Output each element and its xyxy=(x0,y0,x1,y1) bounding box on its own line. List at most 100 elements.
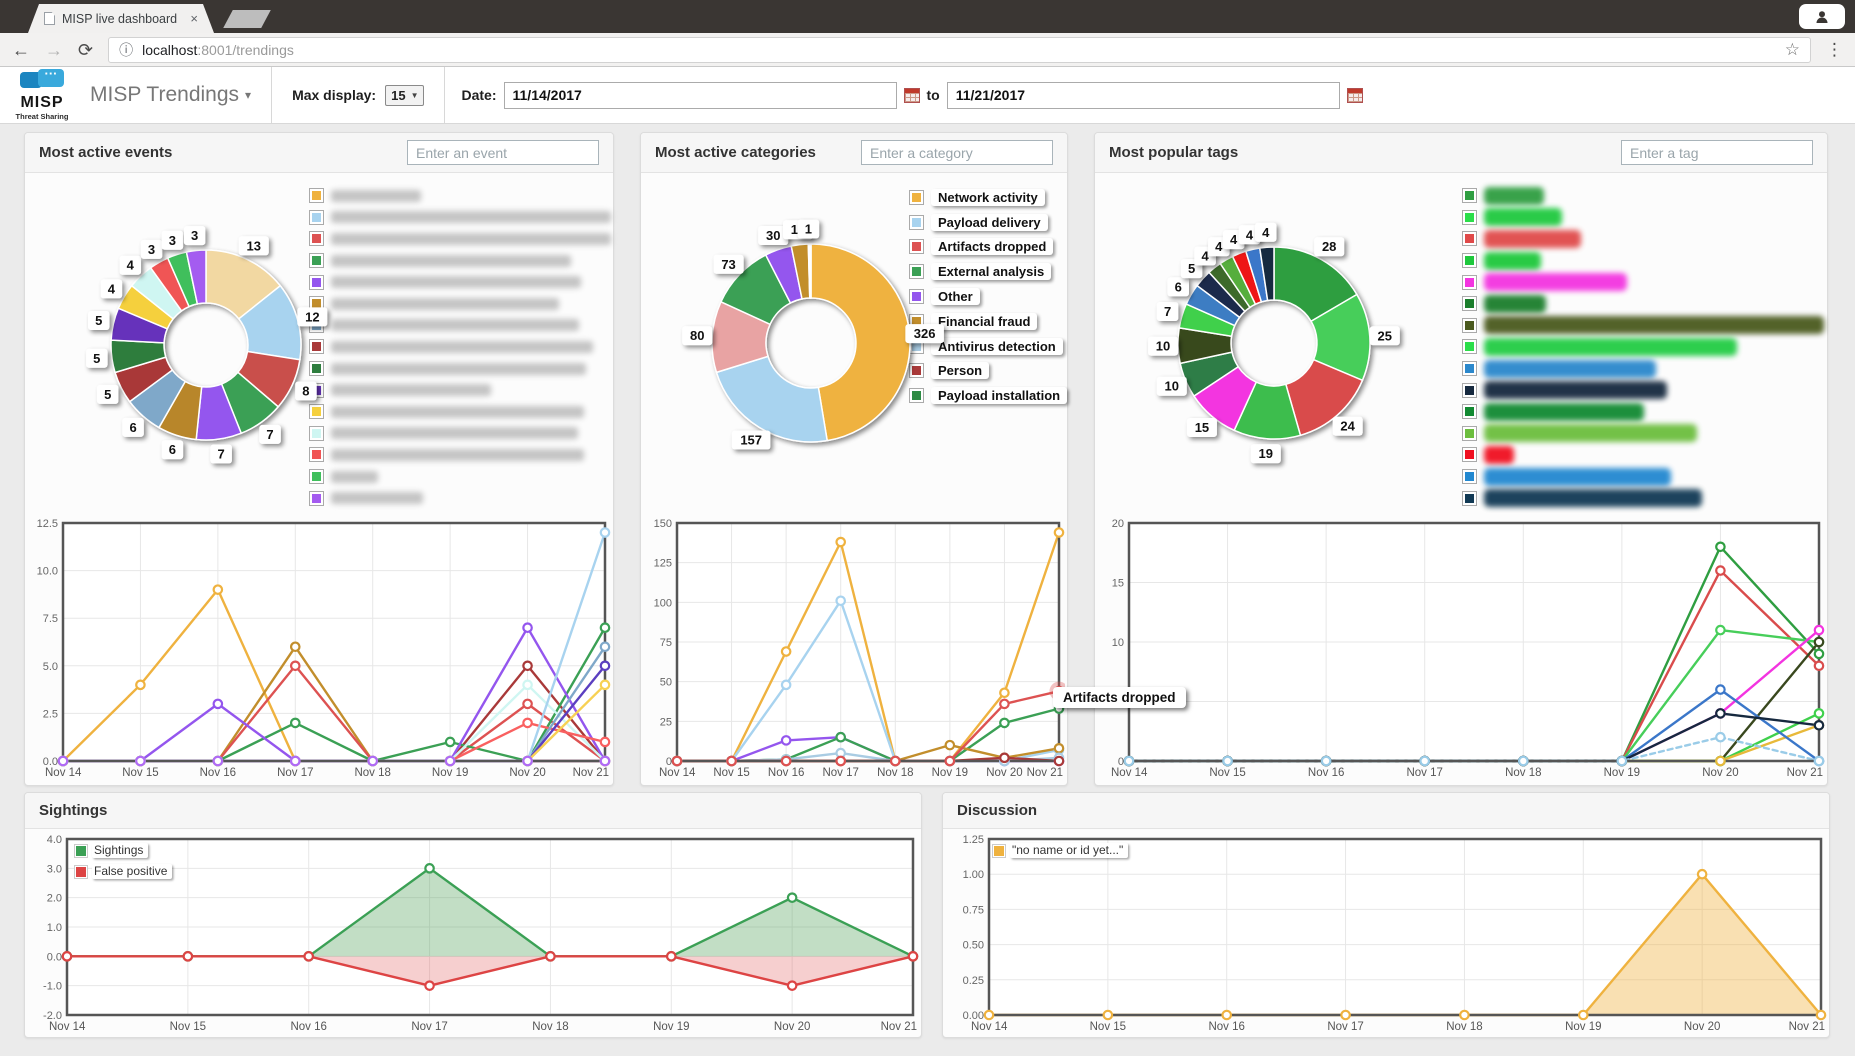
tags-legend-item[interactable] xyxy=(1463,444,1824,466)
category-search-input[interactable] xyxy=(861,140,1053,165)
tags-legend-item[interactable] xyxy=(1463,250,1824,272)
event-search-input[interactable] xyxy=(407,140,599,165)
reload-icon[interactable]: ⟳ xyxy=(78,39,94,60)
categories-legend-item[interactable]: Person xyxy=(910,359,1067,384)
tags-legend-item[interactable] xyxy=(1463,336,1824,358)
tags-legend-item[interactable] xyxy=(1463,358,1824,380)
svg-text:75: 75 xyxy=(660,637,672,649)
chart-legend-item[interactable]: Sightings xyxy=(75,843,172,858)
category-legend-label: Financial fraud xyxy=(931,312,1038,330)
svg-text:Nov 14: Nov 14 xyxy=(1111,767,1148,779)
events-legend-item[interactable] xyxy=(310,271,611,293)
svg-text:7.5: 7.5 xyxy=(43,613,58,625)
events-legend-item[interactable] xyxy=(310,401,611,423)
profile-button[interactable] xyxy=(1799,4,1845,29)
sightings-chart[interactable]: Sightings False positive 4.0 3.0 2.0 1.0 0.0 -… xyxy=(27,831,919,1035)
svg-text:Nov 14: Nov 14 xyxy=(659,767,696,779)
legend-color-swatch xyxy=(993,844,1005,857)
events-line-chart[interactable]: 0.0 2.5 5.0 7.5 10.0 12.5 Nov 14 Nov 15 Nov 16 No… xyxy=(27,515,611,781)
categories-legend-item[interactable]: External analysis xyxy=(910,259,1067,284)
categories-legend-item[interactable]: Antivirus detection xyxy=(910,334,1067,359)
tags-legend-item[interactable] xyxy=(1463,423,1824,445)
max-display-select[interactable]: 15 ▼ xyxy=(385,84,425,106)
events-legend-item[interactable] xyxy=(310,315,611,337)
svg-text:4: 4 xyxy=(1215,239,1223,254)
browser-tab[interactable]: MISP live dashboard × xyxy=(28,4,214,33)
misp-logo[interactable]: ··· MISP Threat Sharing xyxy=(15,66,69,121)
categories-legend-item[interactable]: Payload delivery xyxy=(910,210,1067,235)
tags-legend-item[interactable] xyxy=(1463,207,1824,229)
new-tab-button[interactable] xyxy=(223,10,271,28)
events-legend-item[interactable] xyxy=(310,487,611,509)
tag-search-input[interactable] xyxy=(1621,140,1813,165)
tags-legend-item[interactable] xyxy=(1463,315,1824,337)
tags-legend-item[interactable] xyxy=(1463,293,1824,315)
chart-legend-item[interactable]: "no name or id yet..." xyxy=(993,843,1129,858)
svg-text:1.0: 1.0 xyxy=(47,922,62,934)
events-legend-item[interactable] xyxy=(310,185,611,207)
date-from-input[interactable] xyxy=(503,81,897,109)
svg-text:Nov 15: Nov 15 xyxy=(122,767,158,779)
events-legend-item[interactable] xyxy=(310,207,611,229)
events-legend-item[interactable] xyxy=(310,358,611,380)
legend-color-swatch xyxy=(910,240,923,254)
svg-text:Nov 18: Nov 18 xyxy=(354,767,390,779)
tags-legend-item[interactable] xyxy=(1463,401,1824,423)
categories-legend-item[interactable]: Other xyxy=(910,284,1067,309)
events-legend-item[interactable] xyxy=(310,293,611,315)
blurred-tag-pill xyxy=(1484,359,1656,378)
events-legend-item[interactable] xyxy=(310,444,611,466)
misp-logo-icon: ··· xyxy=(20,67,64,93)
events-legend-item[interactable] xyxy=(310,336,611,358)
person-icon xyxy=(1816,10,1828,23)
events-legend-item[interactable] xyxy=(310,466,611,488)
calendar-icon[interactable] xyxy=(903,87,920,103)
categories-donut-chart[interactable]: 326157807330191 xyxy=(641,173,944,513)
categories-legend-item[interactable]: Artifacts dropped xyxy=(910,235,1067,260)
svg-text:Nov 16: Nov 16 xyxy=(290,1021,326,1033)
svg-text:1.25: 1.25 xyxy=(963,834,984,846)
events-legend xyxy=(310,173,611,513)
app-title-dropdown[interactable]: MISP Trendings xyxy=(90,83,240,106)
tags-legend-item[interactable] xyxy=(1463,271,1824,293)
tab-close-icon[interactable]: × xyxy=(190,11,198,26)
browser-menu-icon[interactable]: ⋮ xyxy=(1826,39,1843,59)
categories-legend-item[interactable]: Network activity xyxy=(910,185,1067,210)
events-legend-item[interactable] xyxy=(310,250,611,272)
blurred-tag-pill xyxy=(1484,467,1671,486)
svg-text:Nov 19: Nov 19 xyxy=(1565,1021,1601,1033)
browser-titlebar: MISP live dashboard × xyxy=(0,0,1855,33)
events-legend-item[interactable] xyxy=(310,379,611,401)
forward-icon[interactable]: → xyxy=(45,39,63,60)
tags-legend-item[interactable] xyxy=(1463,487,1824,509)
chart-legend-item[interactable]: False positive xyxy=(75,864,173,879)
chevron-down-icon[interactable]: ▾ xyxy=(245,88,252,102)
svg-text:3: 3 xyxy=(148,242,155,257)
blurred-event-label xyxy=(331,276,581,289)
categories-line-chart[interactable]: 0 25 50 75 100 125 150 Nov 14 Nov 15 Nov 16 Nov 17… xyxy=(643,515,1069,781)
events-legend-item[interactable] xyxy=(310,228,611,250)
tab-title: MISP live dashboard xyxy=(62,11,178,26)
tags-legend-item[interactable] xyxy=(1463,185,1824,207)
bookmark-star-icon[interactable]: ☆ xyxy=(1784,39,1800,59)
panel-title: Discussion xyxy=(957,802,1038,819)
categories-legend-item[interactable]: Payload installation xyxy=(910,383,1068,408)
discussion-chart[interactable]: "no name or id yet..." 0.00 0.25 0.50 0.75 1… xyxy=(945,831,1827,1035)
blurred-event-label xyxy=(331,492,423,505)
tags-legend-item[interactable] xyxy=(1463,466,1824,488)
calendar-icon[interactable] xyxy=(1346,87,1363,103)
events-donut-chart[interactable]: 13 12 8 7 7 6 6 5 5 5 4 4 3 3 3 xyxy=(25,173,328,513)
svg-text:Nov 17: Nov 17 xyxy=(822,767,858,779)
svg-text:Nov 21: Nov 21 xyxy=(881,1021,917,1033)
back-icon[interactable]: ← xyxy=(12,39,30,60)
info-icon[interactable]: ⓘ xyxy=(119,41,134,58)
date-to-input[interactable] xyxy=(946,81,1340,109)
tags-legend-item[interactable] xyxy=(1463,228,1824,250)
tags-donut-chart[interactable]: 28 25 24 19 15 10 10 7 6 5 4 4 4 4 4 xyxy=(1095,173,1463,513)
events-legend-item[interactable] xyxy=(310,423,611,445)
svg-text:Nov 17: Nov 17 xyxy=(277,767,313,779)
panel-title: Most active events xyxy=(39,144,173,161)
tags-legend-item[interactable] xyxy=(1463,379,1824,401)
url-bar[interactable]: ⓘ localhost:8001/trendings ☆ xyxy=(108,36,1811,63)
